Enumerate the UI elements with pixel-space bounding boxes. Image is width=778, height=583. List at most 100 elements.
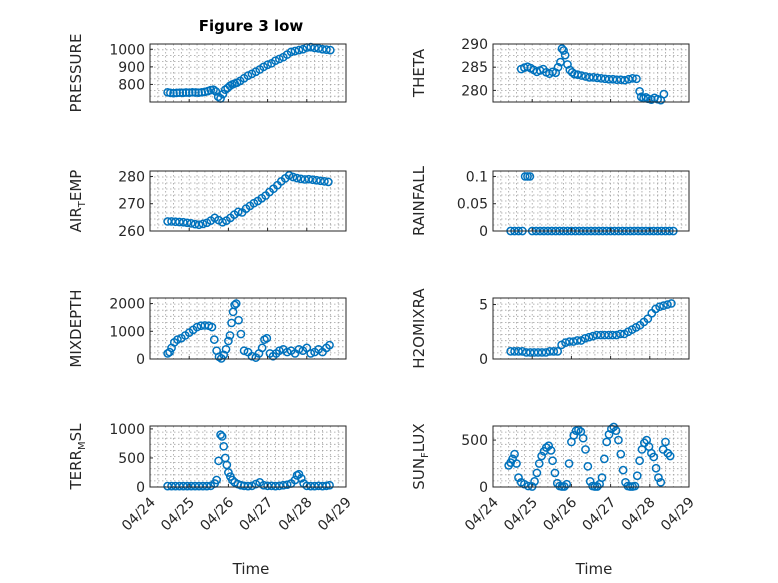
data-point xyxy=(184,88,194,98)
data-point xyxy=(632,471,642,481)
x-axis-label-right: Time xyxy=(575,560,613,578)
data-point xyxy=(234,315,243,325)
data-point xyxy=(553,62,563,72)
x-tick-label: 04/27 xyxy=(580,495,620,535)
data-point xyxy=(541,348,551,357)
data-point xyxy=(544,441,554,451)
series-points xyxy=(163,299,334,363)
data-point xyxy=(561,338,570,348)
data-point xyxy=(530,477,539,486)
data-point xyxy=(263,60,272,70)
data-point xyxy=(572,336,582,345)
y-axis-label: THETA xyxy=(410,48,428,98)
x-tick-label: 04/28 xyxy=(276,495,316,535)
data-point xyxy=(225,331,235,340)
data-point xyxy=(257,343,267,353)
data-point xyxy=(282,480,292,490)
data-point xyxy=(651,463,661,473)
data-point xyxy=(163,349,172,358)
y-tick-label: 1000 xyxy=(109,324,145,340)
data-point xyxy=(325,340,334,350)
data-point xyxy=(247,351,257,361)
data-point xyxy=(608,330,617,340)
series-points xyxy=(506,299,676,357)
x-tick-label: 04/26 xyxy=(540,494,580,534)
y-axis-label: H2OMIXRA xyxy=(410,288,428,369)
data-point xyxy=(569,337,578,346)
series-points xyxy=(516,44,669,105)
data-point xyxy=(194,88,203,98)
data-point xyxy=(233,207,243,217)
data-point xyxy=(173,335,182,344)
data-point xyxy=(578,433,588,443)
data-point xyxy=(166,88,175,98)
data-point xyxy=(178,88,188,98)
data-point xyxy=(510,449,519,459)
data-point xyxy=(649,452,659,462)
data-point xyxy=(581,445,590,454)
data-point xyxy=(243,481,253,491)
data-point xyxy=(325,480,334,490)
data-point xyxy=(564,459,574,468)
data-point xyxy=(275,481,284,491)
data-point xyxy=(290,46,300,56)
data-point xyxy=(654,473,663,482)
grid xyxy=(149,426,347,487)
data-point xyxy=(580,333,590,343)
axes-frame xyxy=(492,425,690,488)
y-axis-label: PRESSURE xyxy=(67,34,85,113)
data-point xyxy=(294,45,304,55)
axes-frame xyxy=(492,43,690,103)
data-point xyxy=(218,217,227,227)
data-point xyxy=(560,50,570,60)
data-point xyxy=(308,175,318,185)
series-points xyxy=(163,42,335,103)
series-points xyxy=(504,422,675,491)
data-point xyxy=(616,329,625,339)
x-tick-label: 04/29 xyxy=(315,495,355,535)
data-point xyxy=(585,477,595,486)
y-tick-label: 0 xyxy=(479,480,488,496)
data-point xyxy=(275,346,284,356)
y-tick-label: 290 xyxy=(461,37,488,53)
y-tick-label: 0 xyxy=(479,224,488,240)
data-point xyxy=(548,456,557,466)
subplot-h2omixra: 0 5 H2OMIXRA xyxy=(410,288,690,369)
data-point xyxy=(212,475,221,485)
data-point xyxy=(192,322,202,332)
data-point xyxy=(169,88,178,98)
data-point xyxy=(231,299,241,308)
data-point xyxy=(213,92,223,102)
data-point xyxy=(518,347,527,356)
data-point xyxy=(284,171,294,180)
data-point xyxy=(661,437,670,447)
data-point xyxy=(567,67,577,77)
axes-frame xyxy=(149,170,347,232)
data-point xyxy=(559,46,568,55)
subplot-mixdepth: 0 1000 2000 MIXDEPTH xyxy=(67,289,347,368)
axes-frame xyxy=(149,43,347,103)
data-point xyxy=(659,301,668,310)
data-point xyxy=(278,480,288,490)
data-point xyxy=(620,75,630,85)
data-point xyxy=(656,477,666,487)
figure-title: Figure 3 low xyxy=(199,17,304,35)
y-tick-label: 0.1 xyxy=(466,169,488,185)
data-point xyxy=(209,335,219,344)
x-tick-label: 04/25 xyxy=(501,495,541,535)
data-point xyxy=(224,336,233,346)
data-point xyxy=(611,426,621,436)
data-point xyxy=(172,88,182,98)
data-point xyxy=(236,329,246,339)
y-axis-label: AIRTEMP xyxy=(67,170,88,233)
subplot-air-temp: 260 270 280 AIRTEMP xyxy=(67,169,347,240)
data-point xyxy=(239,346,249,356)
data-point xyxy=(588,331,598,341)
data-point xyxy=(306,349,316,358)
data-point xyxy=(577,71,586,80)
axes-frame xyxy=(149,425,347,488)
data-point xyxy=(294,344,304,354)
data-point xyxy=(286,47,296,57)
data-point xyxy=(302,343,312,353)
series-points xyxy=(163,171,333,230)
